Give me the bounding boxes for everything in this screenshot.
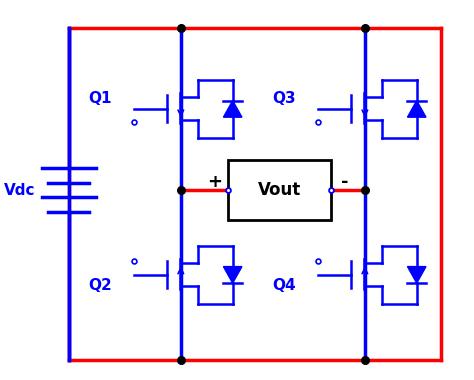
Text: -: - — [341, 173, 348, 192]
Text: Q4: Q4 — [272, 278, 296, 293]
Bar — [228, 160, 331, 220]
Text: Q1: Q1 — [88, 91, 112, 106]
Polygon shape — [223, 267, 242, 283]
Text: Vout: Vout — [258, 181, 301, 199]
Text: Vdc: Vdc — [3, 182, 35, 198]
Text: Q3: Q3 — [272, 91, 296, 106]
Polygon shape — [408, 267, 426, 283]
Polygon shape — [408, 101, 426, 117]
Text: Q2: Q2 — [88, 278, 112, 293]
Polygon shape — [223, 101, 242, 117]
Text: +: + — [207, 173, 222, 192]
